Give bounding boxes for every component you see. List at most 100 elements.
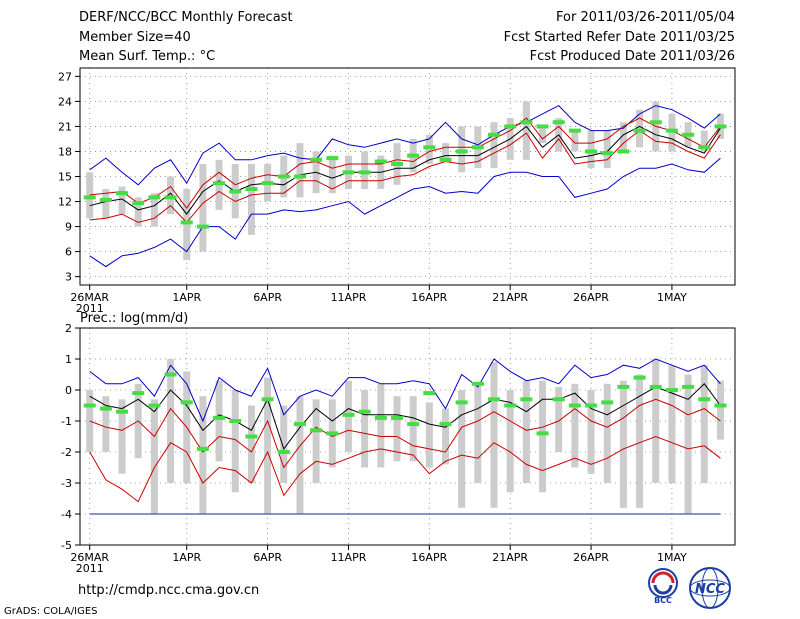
observed-mark bbox=[164, 195, 177, 200]
observed-mark bbox=[536, 431, 549, 436]
observed-mark bbox=[99, 406, 112, 411]
member-size-label: Member Size=40 bbox=[79, 30, 191, 45]
observed-mark bbox=[326, 156, 339, 161]
observed-mark bbox=[342, 170, 355, 175]
y-tick-label: 24 bbox=[58, 95, 72, 108]
ncc-logo: NCC bbox=[689, 567, 731, 609]
observed-mark bbox=[326, 431, 339, 436]
member-range-bar bbox=[118, 186, 126, 215]
observed-mark bbox=[83, 403, 96, 408]
observed-mark bbox=[261, 181, 274, 186]
member-range-bar bbox=[231, 390, 239, 493]
observed-mark bbox=[213, 181, 226, 186]
member-range-bar bbox=[716, 380, 724, 440]
member-range-bar bbox=[150, 399, 158, 514]
observed-mark bbox=[714, 403, 727, 408]
start-reference-date: Fcst Started Refer Date 2011/03/25 bbox=[503, 30, 735, 45]
x-tick-label: 1APR bbox=[172, 551, 201, 564]
precipitation-panel: -5 -4 -3 -2 -1 0 1 2 26MAR 1APR 6APR 11APR 16APR 21AP… bbox=[61, 322, 736, 575]
lower-quartile-line bbox=[89, 129, 721, 224]
observed-mark bbox=[698, 145, 711, 150]
observed-mark bbox=[245, 434, 258, 439]
member-range-bar bbox=[361, 390, 369, 468]
member-range-bar bbox=[264, 377, 272, 514]
plot-frame bbox=[79, 327, 736, 546]
x-tick-label: 11APR bbox=[331, 291, 367, 304]
source-url: http://cmdp.ncc.cma.gov.cn bbox=[78, 583, 260, 598]
member-range-bar bbox=[684, 374, 692, 514]
member-range-bar bbox=[555, 386, 563, 452]
y-tick-label: 27 bbox=[58, 70, 72, 83]
member-range-bar bbox=[199, 163, 207, 252]
member-range-bar bbox=[490, 122, 498, 169]
observed-mark bbox=[585, 403, 598, 408]
member-range-bar bbox=[247, 405, 255, 483]
observed-mark bbox=[455, 400, 468, 405]
observed-mark bbox=[261, 397, 274, 402]
minimum-line bbox=[89, 157, 721, 268]
ensemble-mean-line bbox=[89, 125, 721, 215]
member-range-bar bbox=[150, 193, 158, 227]
observed-mark bbox=[601, 400, 614, 405]
observed-mark bbox=[520, 397, 533, 402]
y-tick-label: -5 bbox=[61, 539, 72, 552]
observed-mark bbox=[213, 415, 226, 420]
member-range-bar bbox=[102, 189, 110, 219]
observed-mark bbox=[390, 161, 403, 166]
ncc-logo-text: NCC bbox=[695, 582, 725, 597]
observed-mark bbox=[471, 381, 484, 386]
forecast-period: For 2011/03/26-2011/05/04 bbox=[556, 10, 735, 25]
member-range-bar bbox=[587, 390, 595, 474]
observed-mark bbox=[536, 124, 549, 129]
member-range-bar bbox=[700, 365, 708, 483]
member-range-bar bbox=[539, 380, 547, 493]
observed-mark bbox=[196, 224, 209, 229]
observed-mark bbox=[665, 128, 678, 133]
member-range-bar bbox=[86, 172, 94, 219]
member-range-bar bbox=[700, 130, 708, 152]
observed-mark bbox=[83, 195, 96, 200]
observed-mark bbox=[617, 149, 630, 154]
member-range-bar bbox=[296, 396, 304, 514]
observed-mark bbox=[132, 391, 145, 396]
bcc-logo-text: BCC bbox=[654, 596, 672, 605]
member-range-bar bbox=[636, 109, 644, 148]
member-range-bar bbox=[361, 151, 369, 190]
maximum-line bbox=[89, 104, 721, 186]
y-tick-label: 12 bbox=[58, 196, 72, 209]
observed-mark bbox=[714, 124, 727, 129]
y-tick-label: -3 bbox=[61, 477, 72, 490]
observed-mark bbox=[633, 128, 646, 133]
x-tick-label: 26APR bbox=[573, 291, 609, 304]
precip-title: Prec.: log(mm/d) bbox=[80, 311, 188, 326]
member-range-bar bbox=[280, 405, 288, 483]
observed-mark bbox=[229, 419, 242, 423]
produced-date: Fcst Produced Date 2011/03/26 bbox=[529, 49, 735, 64]
observed-mark bbox=[180, 220, 193, 225]
observed-mark bbox=[439, 157, 452, 162]
observed-mark bbox=[293, 174, 306, 179]
observed-mark bbox=[310, 428, 323, 433]
observed-mark bbox=[99, 197, 112, 202]
observed-mark bbox=[568, 128, 581, 133]
y-tick-label: 18 bbox=[58, 145, 72, 158]
member-range-bar bbox=[409, 396, 417, 462]
observed-mark bbox=[698, 397, 711, 402]
member-range-bar bbox=[215, 380, 223, 462]
member-range-bar bbox=[619, 380, 627, 508]
observed-mark bbox=[552, 397, 565, 402]
y-tick-label: 21 bbox=[58, 120, 72, 133]
y-tick-label: 1 bbox=[65, 353, 72, 366]
observed-mark bbox=[148, 195, 161, 200]
member-range-bar bbox=[522, 101, 530, 160]
x-tick-label: 16APR bbox=[411, 551, 447, 564]
y-tick-label: 2 bbox=[65, 322, 72, 335]
observed-mark bbox=[439, 422, 452, 427]
observed-mark bbox=[358, 409, 371, 414]
member-range-bar bbox=[425, 134, 433, 164]
observed-mark bbox=[358, 170, 371, 175]
x-tick-label: 21APR bbox=[492, 551, 528, 564]
observed-mark bbox=[568, 403, 581, 408]
member-range-bar bbox=[539, 126, 547, 144]
observed-mark bbox=[164, 372, 177, 377]
